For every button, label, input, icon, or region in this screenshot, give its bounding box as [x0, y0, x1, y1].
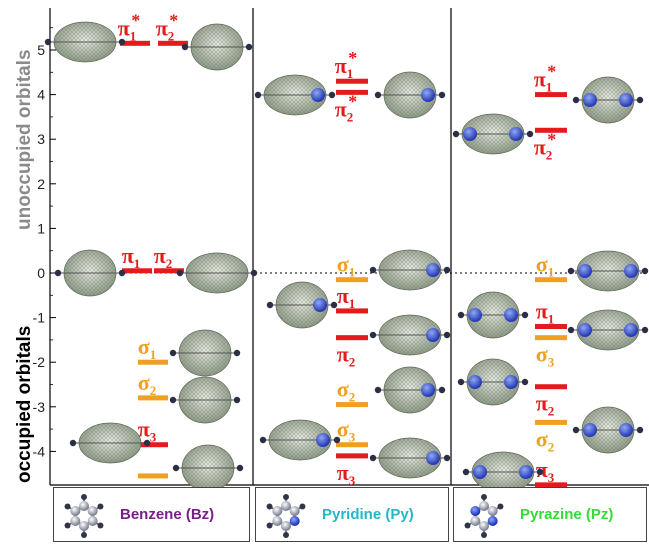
orbital-isosurface-image	[369, 437, 451, 479]
orbital-label: π1	[122, 243, 141, 271]
tick-label: 1	[37, 220, 45, 236]
energy-level-bar	[535, 419, 567, 425]
orbital-label: π2	[337, 342, 356, 370]
energy-level-bar	[535, 384, 567, 390]
orbital-label: σ3	[337, 417, 356, 445]
orbital-isosurface-image	[266, 281, 338, 329]
orbital-isosurface-image	[567, 250, 649, 292]
pyridine-molecule-icon	[266, 494, 306, 538]
tick-label: 0	[37, 265, 45, 281]
energy-level-bar	[138, 395, 168, 401]
orbital-label: π3	[337, 460, 356, 488]
legend-pyridine: Pyridine (Py)	[255, 487, 449, 542]
orbital-isosurface-image	[172, 444, 244, 492]
orbital-isosurface-image	[259, 419, 341, 461]
tick-label: 4	[37, 87, 45, 103]
legend-benzene: Benzene (Bz)	[53, 487, 250, 542]
orbital-isosurface-image	[567, 309, 649, 351]
legend-label-pyridine: Pyridine (Py)	[322, 506, 414, 523]
orbital-label: σ1	[337, 252, 355, 280]
energy-level-bar	[336, 442, 368, 448]
orbital-label: π2*	[156, 10, 179, 43]
tick-label: -4	[33, 443, 46, 459]
orbital-isosurface-image	[457, 291, 529, 339]
orbital-isosurface-image	[44, 21, 126, 63]
energy-level-bar	[158, 40, 188, 46]
legend-pyrazine: Pyrazine (Pz)	[453, 487, 647, 542]
orbital-isosurface-image	[181, 23, 253, 71]
orbital-isosurface-image	[374, 366, 446, 414]
y-axis-ticks: 5 4 3 2 1 0 -1 -2 -3 -4	[33, 27, 56, 459]
orbital-label: σ2	[337, 377, 355, 405]
orbital-isosurface-image	[369, 249, 451, 291]
orbital-label: π3	[138, 417, 157, 445]
orbital-isosurface-image	[69, 422, 151, 464]
tick-label: 3	[37, 131, 45, 147]
energy-level-bar	[154, 268, 184, 274]
energy-level-bar	[535, 92, 567, 98]
orbital-isosurface-image	[572, 76, 644, 124]
pyrazine-molecule-icon	[464, 494, 504, 538]
energy-level-bar	[535, 482, 567, 488]
ylabel-occupied: occupied orbitals	[14, 326, 35, 483]
orbital-label: σ2	[536, 426, 554, 454]
orbital-label: π2*	[534, 129, 557, 162]
orbital-label: π1	[337, 283, 356, 311]
energy-level-bar	[120, 40, 150, 46]
tick-label: -1	[33, 310, 46, 326]
orbital-isosurface-image	[462, 451, 544, 493]
energy-level-bar	[138, 473, 168, 479]
orbital-isosurfaces	[44, 21, 649, 493]
orbital-label: π1*	[534, 62, 557, 95]
orbital-label: σ2	[138, 370, 156, 398]
energy-level-bar	[122, 268, 152, 274]
orbital-isosurface-image	[169, 329, 241, 377]
energy-level-bar	[535, 335, 567, 341]
orbital-label: π1	[536, 299, 555, 327]
orbital-label: π2	[536, 391, 555, 419]
orbital-isosurface-image	[254, 74, 336, 116]
energy-level-bar	[138, 359, 168, 365]
orbital-label: π2	[154, 243, 173, 271]
orbital-isosurface-image	[572, 406, 644, 454]
energy-levels: π1* π2* π1 π2 σ1 σ2 π3 σ3 π1* π2* σ1 π1 π2 σ2 σ3 π3 π1* π…	[118, 10, 567, 508]
energy-level-bar	[535, 127, 567, 133]
benzene-molecule-icon	[64, 494, 104, 538]
tick-label: -2	[33, 354, 46, 370]
orbital-label: π2*	[335, 91, 358, 124]
energy-level-bar	[336, 453, 368, 459]
orbital-isosurface-image	[457, 358, 529, 406]
energy-level-bar	[535, 324, 567, 330]
tick-label: 2	[37, 176, 45, 192]
energy-level-bar	[138, 442, 168, 448]
energy-level-bar	[336, 335, 368, 341]
orbital-label: π1*	[118, 10, 141, 43]
energy-level-bar	[336, 402, 368, 408]
energy-level-bar	[535, 277, 567, 283]
legend-label-pyrazine: Pyrazine (Pz)	[520, 506, 614, 523]
orbital-isosurface-image	[169, 376, 241, 424]
orbital-isosurface-image	[369, 314, 451, 356]
legend-label-benzene: Benzene (Bz)	[120, 506, 215, 523]
orbital-label: σ1	[138, 334, 156, 362]
orbital-label: σ3	[536, 342, 555, 370]
orbital-isosurface-image	[176, 252, 258, 294]
energy-level-bar	[336, 308, 368, 314]
tick-label: 5	[37, 42, 45, 58]
tick-label: -3	[33, 399, 46, 415]
energy-level-bar	[336, 78, 368, 84]
ylabel-unoccupied: unoccupied orbitals	[14, 49, 35, 230]
energy-level-bar	[336, 89, 368, 95]
energy-level-bar	[336, 277, 368, 283]
orbital-isosurface-image	[374, 71, 446, 119]
orbital-label: σ1	[536, 252, 554, 280]
orbital-isosurface-image	[54, 249, 126, 297]
orbital-label: π1*	[335, 48, 358, 81]
orbital-isosurface-image	[452, 113, 534, 155]
